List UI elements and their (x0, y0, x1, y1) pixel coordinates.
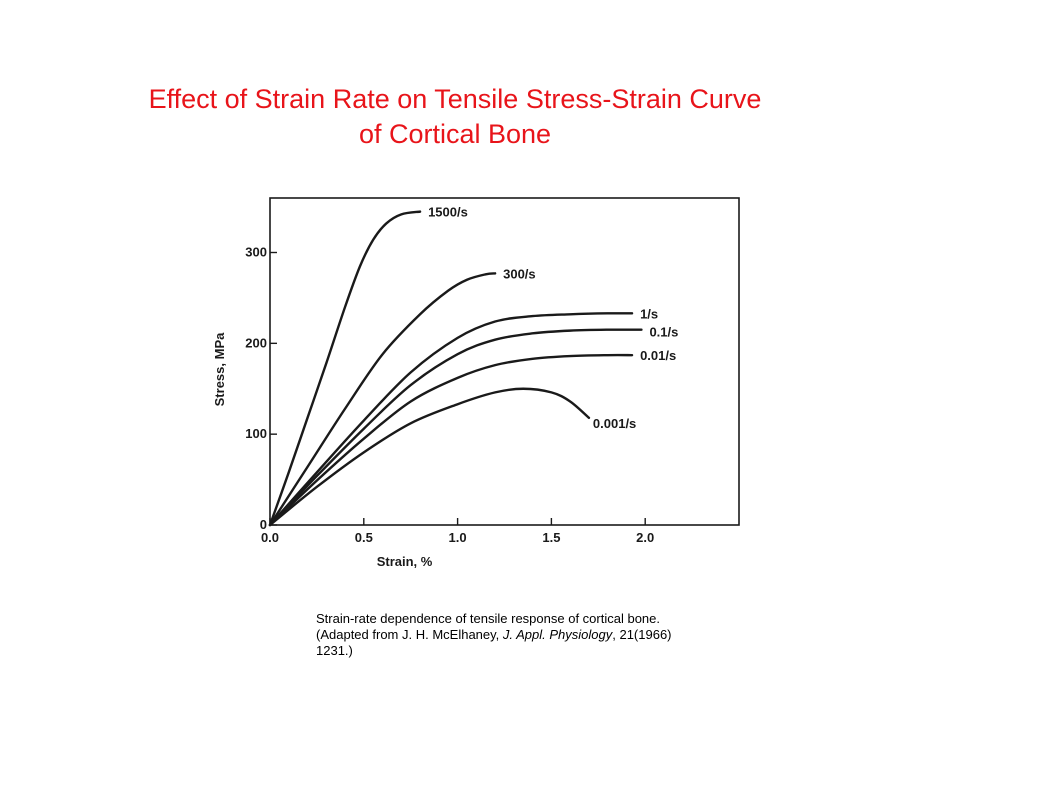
y-tick-label: 0 (260, 517, 267, 532)
y-tick-label: 200 (245, 335, 267, 350)
x-tick-label: 0.5 (355, 530, 373, 545)
series-line (268, 210, 422, 527)
x-tick-label: 0.0 (261, 530, 279, 545)
caption-citation: , 21(1966) 1231.) (316, 627, 672, 658)
series-label: 0.01/s (640, 348, 676, 363)
chart-title-line-2: of Cortical Bone (358, 119, 552, 149)
chart-title: Effect of Strain Rate on Tensile Stress-… (60, 82, 850, 152)
series-label: 1/s (640, 306, 658, 321)
caption-text: Strain-rate dependence of tensile respon… (316, 611, 660, 642)
series-line (268, 353, 634, 527)
series-line (268, 272, 497, 527)
series-line (268, 312, 634, 527)
y-tick-label: 100 (245, 426, 267, 441)
y-tick-label: 300 (245, 245, 267, 260)
chart-title-line-1: Effect of Strain Rate on Tensile Stress-… (148, 84, 762, 114)
x-tick-label: 1.0 (449, 530, 467, 545)
series-line (268, 328, 643, 527)
series-label: 0.001/s (593, 416, 636, 431)
x-tick-label: 2.0 (636, 530, 654, 545)
caption-journal: J. Appl. Physiology (502, 627, 613, 642)
figure-caption: Strain-rate dependence of tensile respon… (316, 611, 676, 659)
series-label: 300/s (503, 266, 536, 281)
plot-frame (269, 197, 740, 526)
series-label: 1500/s (428, 205, 468, 220)
x-tick-label: 1.5 (542, 530, 560, 545)
series-line (268, 387, 591, 527)
x-axis-label: Strain, % (377, 554, 433, 569)
series-label: 0.1/s (649, 325, 678, 340)
y-axis-label: Stress, MPa (212, 332, 227, 406)
